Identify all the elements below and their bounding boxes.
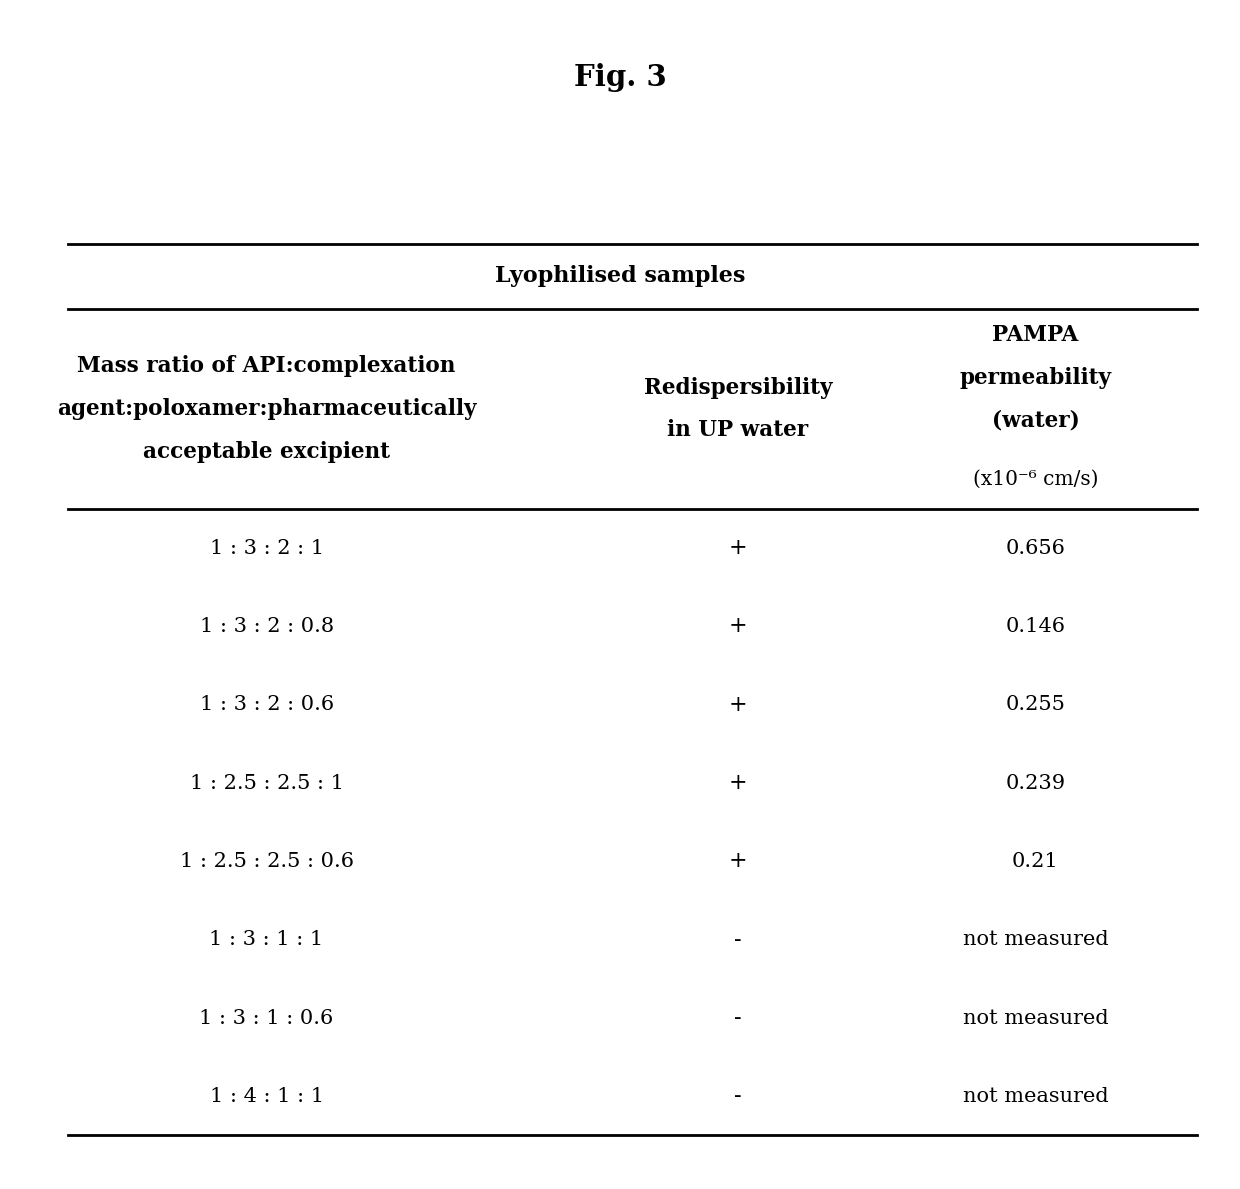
Text: (x10⁻⁶ cm/s): (x10⁻⁶ cm/s) <box>972 470 1099 489</box>
Text: 0.255: 0.255 <box>1006 696 1065 715</box>
Text: Mass ratio of API:complexation: Mass ratio of API:complexation <box>77 356 456 377</box>
Text: +: + <box>728 772 748 794</box>
Text: permeability: permeability <box>960 367 1111 389</box>
Text: not measured: not measured <box>962 1087 1109 1106</box>
Text: -: - <box>734 1086 742 1107</box>
Text: 1 : 3 : 2 : 0.6: 1 : 3 : 2 : 0.6 <box>200 696 334 715</box>
Text: 1 : 2.5 : 2.5 : 0.6: 1 : 2.5 : 2.5 : 0.6 <box>180 851 353 870</box>
Text: -: - <box>734 929 742 951</box>
Text: +: + <box>728 537 748 559</box>
Text: 0.21: 0.21 <box>1012 851 1059 870</box>
Text: PAMPA: PAMPA <box>992 325 1079 346</box>
Text: 1 : 3 : 1 : 0.6: 1 : 3 : 1 : 0.6 <box>200 1008 334 1027</box>
Text: Fig. 3: Fig. 3 <box>574 63 666 92</box>
Text: (water): (water) <box>992 410 1079 432</box>
Text: agent:poloxamer:pharmaceutically: agent:poloxamer:pharmaceutically <box>57 398 476 420</box>
Text: not measured: not measured <box>962 1008 1109 1027</box>
Text: in UP water: in UP water <box>667 420 808 441</box>
Text: 1 : 3 : 1 : 1: 1 : 3 : 1 : 1 <box>210 930 324 949</box>
Text: 1 : 3 : 2 : 0.8: 1 : 3 : 2 : 0.8 <box>200 617 334 636</box>
Text: 1 : 2.5 : 2.5 : 1: 1 : 2.5 : 2.5 : 1 <box>190 774 343 793</box>
Text: +: + <box>728 616 748 637</box>
Text: 1 : 4 : 1 : 1: 1 : 4 : 1 : 1 <box>210 1087 324 1106</box>
Text: 1 : 3 : 2 : 1: 1 : 3 : 2 : 1 <box>210 539 324 558</box>
Text: 0.239: 0.239 <box>1006 774 1065 793</box>
Text: not measured: not measured <box>962 930 1109 949</box>
Text: -: - <box>734 1007 742 1028</box>
Text: Redispersibility: Redispersibility <box>644 377 832 398</box>
Text: +: + <box>728 850 748 873</box>
Text: 0.146: 0.146 <box>1006 617 1065 636</box>
Text: +: + <box>728 693 748 716</box>
Text: Lyophilised samples: Lyophilised samples <box>495 265 745 288</box>
Text: 0.656: 0.656 <box>1006 539 1065 558</box>
Text: acceptable excipient: acceptable excipient <box>143 441 391 463</box>
